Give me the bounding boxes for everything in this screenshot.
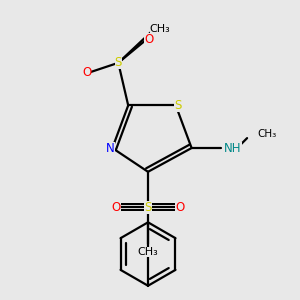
Text: NH: NH — [224, 142, 242, 154]
Text: O: O — [175, 201, 184, 214]
Text: S: S — [144, 201, 152, 214]
Text: CH₃: CH₃ — [138, 247, 158, 257]
Text: N: N — [106, 142, 115, 154]
Text: O: O — [112, 201, 121, 214]
Text: O: O — [82, 66, 91, 79]
Text: S: S — [174, 99, 182, 112]
Text: O: O — [144, 32, 154, 46]
Text: CH₃: CH₃ — [149, 24, 170, 34]
Text: S: S — [115, 56, 122, 69]
Text: CH₃: CH₃ — [257, 129, 276, 139]
